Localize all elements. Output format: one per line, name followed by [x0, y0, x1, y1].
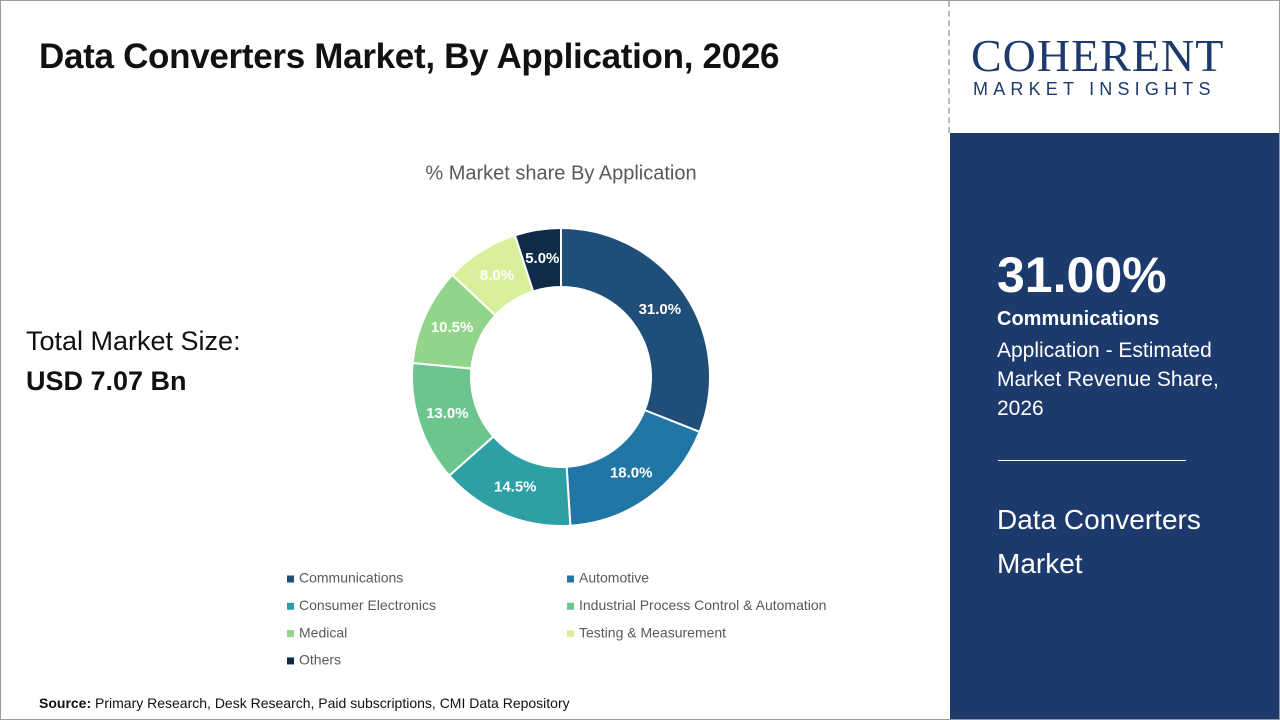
legend-label: Communications	[299, 570, 403, 586]
market-size-value: USD 7.07 Bn	[26, 366, 187, 396]
value-label: 8.0%	[480, 267, 514, 284]
page-title: Data Converters Market, By Application, …	[39, 37, 780, 76]
highlight-segment: Communications	[997, 308, 1160, 330]
legend-swatch	[287, 657, 294, 665]
legend-label: Consumer Electronics	[299, 597, 436, 613]
highlight-market: Data Converters Market	[997, 504, 1201, 579]
legend-label: Others	[299, 652, 341, 668]
divider	[948, 1, 950, 133]
source: Source: Primary Research, Desk Research,…	[39, 695, 570, 711]
value-label: 10.5%	[431, 319, 474, 336]
value-label: 18.0%	[610, 465, 653, 482]
legend-swatch	[287, 575, 294, 583]
logo-tagline: MARKET INSIGHTS	[973, 79, 1216, 99]
value-label: 14.5%	[494, 478, 537, 495]
donut-slice	[513, 226, 562, 293]
value-label: 13.0%	[426, 405, 469, 422]
legend-label: Medical	[299, 624, 347, 640]
legend-swatch	[567, 602, 574, 610]
side-panel	[950, 133, 1279, 719]
chart: % Market share By Application 31.0% 18.0%…	[287, 162, 826, 668]
legend-swatch	[567, 575, 574, 583]
logo-name: COHERENT	[971, 30, 1225, 81]
legend-swatch	[287, 630, 294, 638]
value-label: 31.0%	[639, 301, 682, 318]
donut-slice	[560, 226, 711, 434]
separator	[998, 460, 1186, 461]
legend-label: Industrial Process Control & Automation	[579, 597, 826, 613]
legend-swatch	[567, 630, 574, 638]
highlight-description: Application - Estimated Market Revenue S…	[997, 339, 1219, 420]
market-size-label: Total Market Size:	[26, 326, 241, 356]
chart-title: % Market share By Application	[425, 162, 696, 184]
highlight-share: 31.00%	[997, 247, 1167, 303]
source-text: Primary Research, Desk Research, Paid su…	[95, 695, 570, 711]
source-label: Source:	[39, 695, 92, 711]
value-label: 5.0%	[525, 250, 559, 267]
legend-label: Testing & Measurement	[579, 624, 726, 640]
legend-swatch	[287, 602, 294, 610]
legend-label: Automotive	[579, 570, 649, 586]
